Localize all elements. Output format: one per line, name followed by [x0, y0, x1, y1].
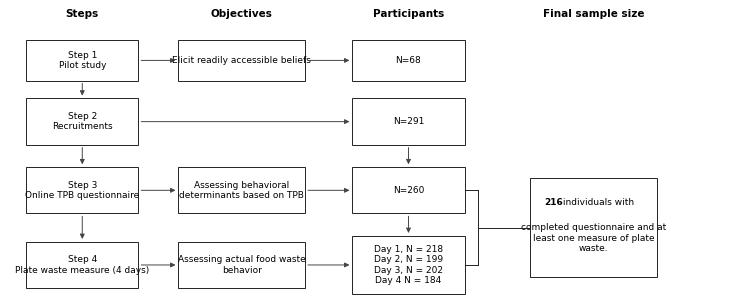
Text: individuals with: individuals with	[560, 198, 634, 207]
Bar	[353, 98, 465, 145]
Text: Participants: Participants	[373, 9, 444, 19]
Text: N=291: N=291	[393, 117, 424, 126]
Bar	[530, 178, 657, 277]
Text: Assessing actual food waste
behavior: Assessing actual food waste behavior	[178, 255, 306, 275]
Bar	[26, 242, 138, 288]
Bar	[178, 242, 305, 288]
Bar	[178, 167, 305, 214]
Text: completed questionnaire and at
least one measure of plate
waste.: completed questionnaire and at least one…	[521, 223, 666, 253]
Text: 216: 216	[544, 198, 563, 207]
Text: Step 2
Recruitments: Step 2 Recruitments	[52, 112, 112, 131]
Text: Step 1
Pilot study: Step 1 Pilot study	[58, 51, 106, 70]
Bar	[26, 98, 138, 145]
Text: Step 3
Online TPB questionnaire: Step 3 Online TPB questionnaire	[25, 181, 140, 200]
Bar	[26, 40, 138, 81]
Text: Final sample size: Final sample size	[542, 9, 644, 19]
Bar	[353, 167, 465, 214]
Text: Day 1, N = 218
Day 2, N = 199
Day 3, N = 202
Day 4 N = 184: Day 1, N = 218 Day 2, N = 199 Day 3, N =…	[374, 245, 443, 285]
Text: Objectives: Objectives	[211, 9, 273, 19]
Text: N=260: N=260	[393, 186, 424, 195]
Text: Steps: Steps	[66, 9, 99, 19]
Bar	[353, 236, 465, 294]
Bar	[353, 40, 465, 81]
Text: Step 4
Plate waste measure (4 days): Step 4 Plate waste measure (4 days)	[16, 255, 149, 275]
Bar	[26, 167, 138, 214]
Text: Elicit readily accessible beliefs: Elicit readily accessible beliefs	[172, 56, 311, 65]
Text: Assessing behavioral
determinants based on TPB: Assessing behavioral determinants based …	[180, 181, 304, 200]
Bar	[178, 40, 305, 81]
Text: N=68: N=68	[395, 56, 421, 65]
